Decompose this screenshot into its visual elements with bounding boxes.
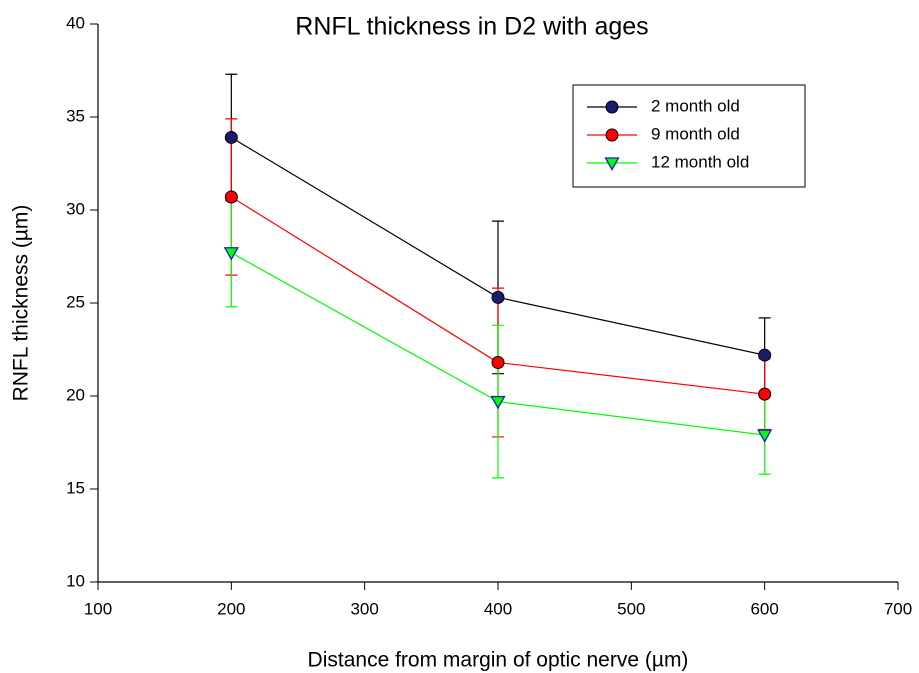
marker (758, 387, 772, 401)
x-tick-label: 500 (617, 599, 645, 618)
marker (491, 356, 505, 370)
legend-marker (605, 100, 619, 114)
legend-label: 2 month old (651, 96, 740, 115)
y-tick-label: 30 (66, 199, 85, 218)
marker (223, 247, 239, 261)
marker (490, 395, 506, 410)
y-tick-label: 25 (66, 292, 85, 311)
legend-marker (605, 128, 619, 142)
y-axis-label: RNFL thickness (µm) (10, 205, 33, 402)
x-tick-label: 400 (484, 599, 512, 618)
legend-label: 9 month old (651, 124, 740, 143)
legend-label: 12 month old (651, 152, 749, 171)
marker (224, 190, 238, 204)
marker (491, 290, 505, 304)
x-tick-label: 300 (350, 599, 378, 618)
y-tick-label: 35 (66, 106, 85, 125)
marker (224, 130, 238, 144)
x-tick-label: 700 (884, 599, 912, 618)
x-axis-label: Distance from margin of optic nerve (µm) (308, 649, 689, 672)
x-tick-label: 600 (750, 599, 778, 618)
y-tick-label: 20 (66, 385, 85, 404)
x-tick-label: 200 (217, 599, 245, 618)
y-tick-label: 10 (66, 571, 85, 590)
marker (758, 348, 772, 362)
x-tick-label: 100 (84, 599, 112, 618)
chart-title: RNFL thickness in D2 with ages (295, 13, 648, 41)
y-tick-label: 15 (66, 478, 85, 497)
marker (757, 429, 773, 443)
y-tick-label: 40 (66, 13, 85, 32)
legend-marker (604, 157, 620, 171)
